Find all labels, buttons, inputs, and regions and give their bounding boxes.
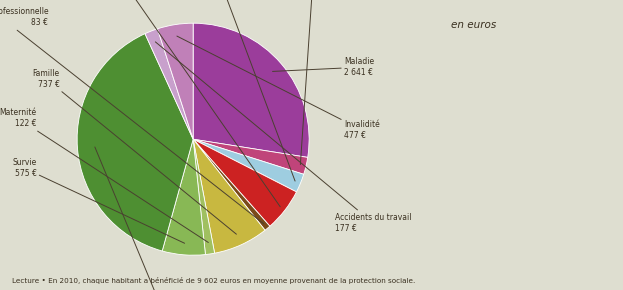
Text: Accidents du travail
177 €: Accidents du travail 177 € [155,42,411,233]
Text: Maladie
2 641 €: Maladie 2 641 € [272,57,374,77]
Text: en euros: en euros [451,20,496,30]
Text: Chômage
575 €: Chômage 575 € [101,0,280,207]
Text: Insertion professionnelle
83 €: Insertion professionnelle 83 € [0,7,264,224]
Wedge shape [193,139,297,226]
Text: Maternité
122 €: Maternité 122 € [0,108,208,242]
Text: Famille
737 €: Famille 737 € [32,69,236,234]
Wedge shape [158,23,193,139]
Wedge shape [193,139,265,253]
Wedge shape [145,29,193,139]
Text: Pauvreté-exclusion
229 €: Pauvreté-exclusion 229 € [277,0,349,165]
Wedge shape [193,139,308,174]
Wedge shape [77,34,193,251]
Wedge shape [193,139,214,255]
Wedge shape [162,139,206,255]
Wedge shape [193,139,270,230]
Text: Survie
575 €: Survie 575 € [12,158,184,243]
Wedge shape [193,23,309,157]
Text: Vieillesse
3 734 €: Vieillesse 3 734 € [95,147,182,290]
Wedge shape [193,139,303,192]
Text: Invalidité
477 €: Invalidité 477 € [177,36,379,140]
Text: Logement
251 €: Logement 251 € [195,0,295,181]
Text: Lecture • En 2010, chaque habitant a bénéficié de 9 602 euros en moyenne provena: Lecture • En 2010, chaque habitant a bén… [12,277,416,284]
